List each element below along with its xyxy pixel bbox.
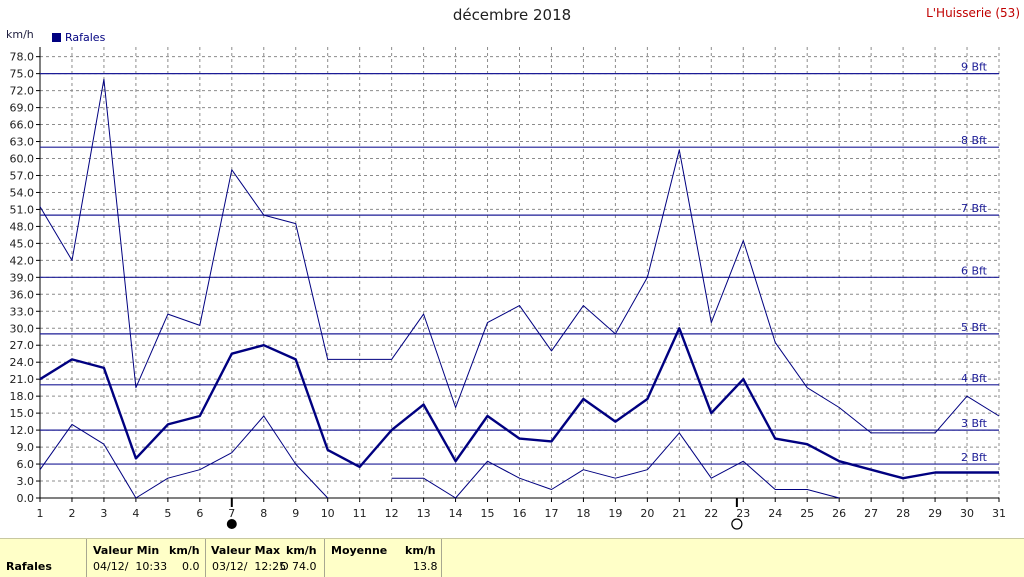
- x-tick-label: 24: [768, 507, 782, 520]
- beaufort-label: 8 Bft: [961, 134, 988, 147]
- legend-swatch: [52, 33, 61, 42]
- x-tick-label: 29: [928, 507, 942, 520]
- x-tick-label: 17: [544, 507, 558, 520]
- y-tick-label: 69.0: [10, 102, 35, 115]
- summary-row-label: Rafales: [6, 560, 52, 573]
- y-tick-label: 72.0: [10, 85, 35, 98]
- beaufort-label: 7 Bft: [961, 202, 988, 215]
- x-tick-label: 5: [164, 507, 171, 520]
- mean-header: Moyenne: [331, 544, 388, 557]
- x-tick-label: 6: [196, 507, 203, 520]
- y-tick-label: 6.0: [17, 458, 35, 471]
- chart-title: décembre 2018: [452, 6, 572, 24]
- max-marker: O: [280, 560, 289, 573]
- max-unit: km/h: [286, 544, 317, 557]
- chart-canvas: 0.0 3.0 6.0 9.0 12.0 15.0 18.0 21.0 24.0 27.0 30.0…: [10, 47, 1006, 530]
- series-min-line: [39, 415, 329, 499]
- max-value: 74.0: [292, 560, 317, 573]
- x-tick-label: 1: [37, 507, 44, 520]
- y-tick-label: 48.0: [10, 220, 35, 233]
- max-datetime: 03/12/ 12:25: [212, 560, 287, 573]
- y-tick-label: 60.0: [10, 153, 35, 166]
- y-tick-label: 18.0: [10, 390, 35, 403]
- beaufort-label: 3 Bft: [961, 417, 988, 430]
- x-tick-label: 26: [832, 507, 846, 520]
- y-tick-label: 63.0: [10, 136, 35, 149]
- full-moon-icon: [731, 518, 743, 530]
- y-tick-label: 45.0: [10, 237, 35, 250]
- y-tick-label: 33.0: [10, 305, 35, 318]
- x-tick-label: 28: [896, 507, 910, 520]
- x-tick-label: 20: [640, 507, 654, 520]
- legend-label: Rafales: [65, 31, 106, 44]
- beaufort-label: 5 Bft: [961, 321, 988, 334]
- x-tick-label: 18: [576, 507, 590, 520]
- series-min-line: [391, 432, 840, 499]
- x-tick-label: 2: [68, 507, 75, 520]
- x-tick-label: 15: [481, 507, 495, 520]
- y-tick-label: 57.0: [10, 169, 35, 182]
- summary-row-label-cell: Rafales: [0, 539, 87, 577]
- x-tick-label: 19: [608, 507, 622, 520]
- y-tick-label: 0.0: [17, 492, 35, 505]
- summary-min-cell: Valeur Min km/h 04/12/ 10:33 0.0: [87, 539, 206, 577]
- x-tick-label: 10: [321, 507, 335, 520]
- y-tick-label: 15.0: [10, 407, 35, 420]
- y-tick-label: 30.0: [10, 322, 35, 335]
- x-tick-label: 25: [800, 507, 814, 520]
- x-tick-label: 12: [385, 507, 399, 520]
- beaufort-label: 6 Bft: [961, 264, 988, 277]
- y-tick-label: 24.0: [10, 356, 35, 369]
- min-header: Valeur Min: [93, 544, 160, 557]
- y-tick-label: 9.0: [17, 441, 35, 454]
- new-moon-icon: [226, 519, 237, 529]
- x-tick-label: 27: [864, 507, 878, 520]
- mean-unit: km/h: [405, 544, 436, 557]
- y-axis-unit: km/h: [6, 28, 34, 41]
- series-max-line: [39, 78, 1000, 434]
- x-tick-label: 4: [132, 507, 139, 520]
- x-tick-label: 8: [260, 507, 267, 520]
- y-tick-label: 21.0: [10, 373, 35, 386]
- summary-mean-cell: Moyenne km/h 13.8: [325, 539, 442, 577]
- x-tick-label: 23: [736, 507, 750, 520]
- y-tick-label: 12.0: [10, 424, 35, 437]
- y-tick-label: 39.0: [10, 271, 35, 284]
- beaufort-label: 9 Bft: [961, 61, 988, 74]
- x-tick-label: 11: [353, 507, 367, 520]
- max-header: Valeur Max: [211, 544, 281, 557]
- beaufort-label: 4 Bft: [961, 372, 988, 385]
- x-tick-label: 3: [100, 507, 107, 520]
- legend: Rafales: [52, 31, 105, 44]
- y-tick-label: 54.0: [10, 186, 35, 199]
- plot-area: [40, 47, 999, 498]
- min-datetime: 04/12/ 10:33: [93, 560, 168, 573]
- summary-table: Rafales Valeur Min km/h 04/12/ 10:33 0.0…: [0, 538, 1024, 577]
- station-name: L'Huisserie (53): [926, 6, 1020, 20]
- x-tick-label: 22: [704, 507, 718, 520]
- x-tick-label: 30: [960, 507, 974, 520]
- y-tick-label: 51.0: [10, 203, 35, 216]
- x-tick-label: 9: [292, 507, 299, 520]
- x-tick-label: 7: [228, 507, 235, 520]
- x-tick-label: 14: [449, 507, 463, 520]
- series-mean-line: [39, 327, 999, 480]
- y-tick-label: 36.0: [10, 288, 35, 301]
- mean-value: 13.8: [413, 560, 438, 573]
- x-tick-label: 13: [417, 507, 431, 520]
- x-tick-label: 31: [992, 507, 1006, 520]
- min-value: 0.0: [182, 560, 200, 573]
- y-tick-label: 42.0: [10, 254, 35, 267]
- summary-max-cell: Valeur Max km/h 03/12/ 12:25 O 74.0: [206, 539, 325, 577]
- y-tick-label: 3.0: [17, 475, 35, 488]
- y-tick-label: 66.0: [10, 119, 35, 132]
- beaufort-label: 2 Bft: [961, 451, 988, 464]
- y-tick-label: 75.0: [10, 68, 35, 81]
- y-tick-label: 78.0: [10, 51, 35, 64]
- x-tick-label: 21: [672, 507, 686, 520]
- y-tick-label: 27.0: [10, 339, 35, 352]
- x-tick-label: 16: [513, 507, 527, 520]
- min-unit: km/h: [169, 544, 200, 557]
